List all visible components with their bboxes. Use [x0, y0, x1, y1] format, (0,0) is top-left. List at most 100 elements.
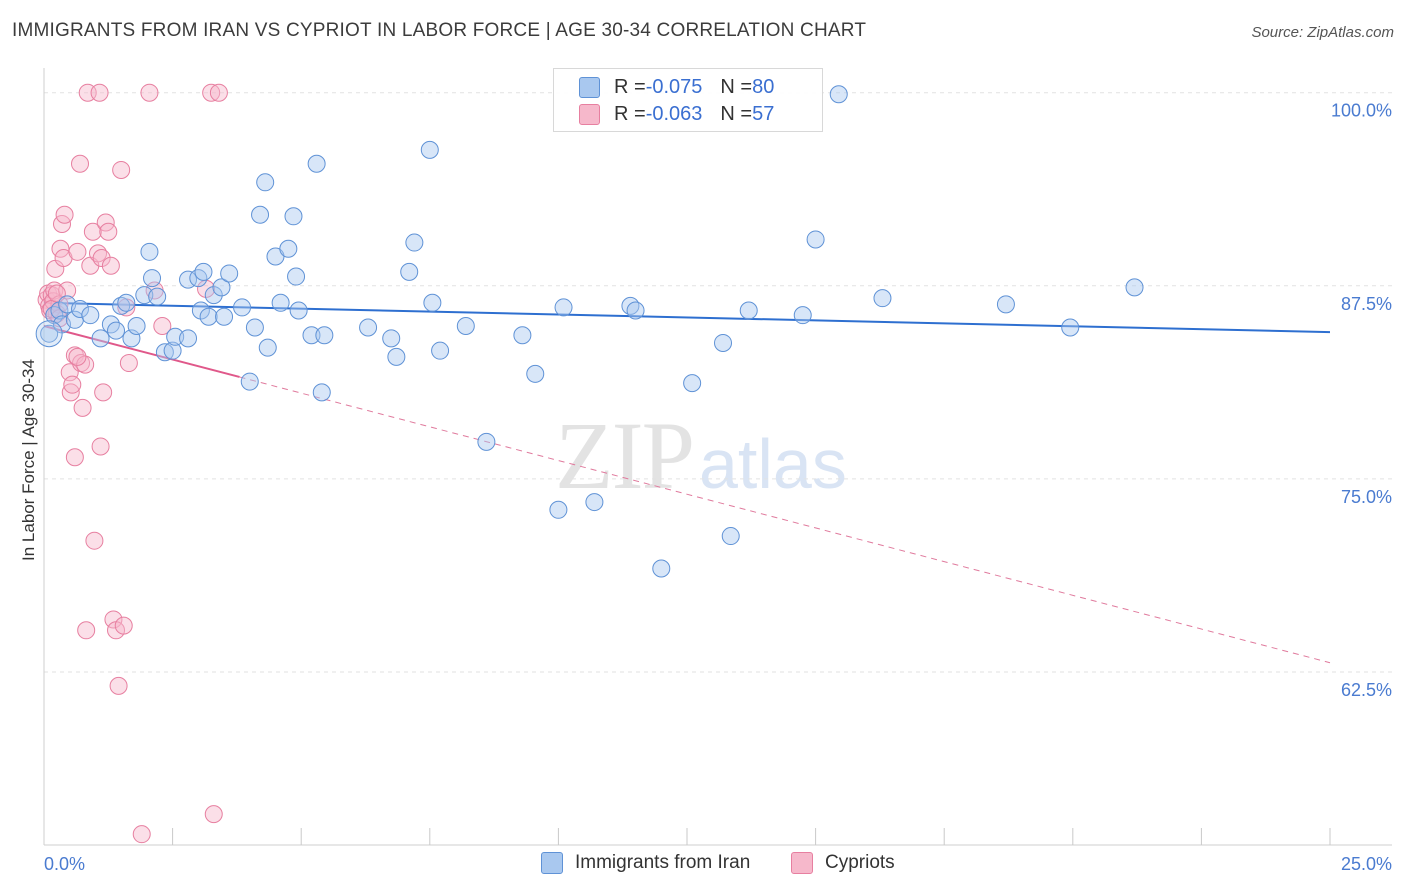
- point-iran: [513, 326, 532, 345]
- y-tick-label: 100.0%: [1331, 101, 1392, 121]
- axes: [43, 68, 1392, 846]
- point-cypriots: [71, 154, 90, 173]
- point-iran: [626, 301, 645, 320]
- point-iran: [251, 205, 270, 224]
- point-iran: [233, 298, 252, 317]
- point-cypriots: [94, 383, 113, 402]
- point-iran: [1061, 318, 1080, 337]
- trend-line-iran: [43, 301, 1331, 334]
- point-cypriots: [61, 383, 80, 402]
- point-cypriots: [99, 222, 118, 241]
- point-iran: [212, 278, 231, 297]
- watermark: ZIPatlas: [555, 400, 847, 511]
- series-label-iran: Immigrants from Iran: [575, 852, 751, 873]
- point-cypriots: [202, 83, 221, 102]
- x-tick-label: 25.0%: [1341, 854, 1392, 874]
- point-iran: [431, 341, 450, 360]
- point-iran: [163, 341, 182, 360]
- point-iran: [245, 318, 264, 337]
- point-iran: [71, 299, 90, 318]
- point-iran: [549, 500, 568, 519]
- point-iran: [143, 269, 162, 288]
- point-iran: [155, 343, 174, 362]
- legend-r-value: -0.063: [645, 102, 703, 125]
- point-iran: [289, 301, 308, 320]
- series-legend-cypriots[interactable]: Cypriots: [791, 852, 895, 874]
- point-iran: [739, 301, 758, 320]
- point-iran: [284, 207, 303, 226]
- legend-swatch-iran: [579, 76, 600, 98]
- point-iran: [683, 374, 702, 393]
- point-iran: [81, 306, 100, 325]
- point-iran: [302, 326, 321, 345]
- source-credit: Source: ZipAtlas.com: [1251, 24, 1394, 41]
- point-cypriots: [68, 347, 87, 366]
- point-iran: [127, 316, 146, 335]
- legend-r-label: R =: [614, 75, 646, 98]
- series-legend-iran[interactable]: Immigrants from Iran: [541, 852, 750, 874]
- point-cypriots: [92, 249, 111, 268]
- point-iran: [456, 316, 475, 335]
- point-iran: [315, 326, 334, 345]
- point-cypriots: [73, 398, 92, 417]
- point-iran-large: [35, 320, 63, 348]
- legend-r-label: R =: [614, 102, 646, 125]
- point-cypriots: [114, 616, 133, 635]
- point-iran: [140, 242, 159, 261]
- tick-labels: 100.0% 87.5% 75.0% 62.5% 0.0% 25.0%: [44, 101, 1392, 874]
- point-cypriots: [153, 316, 172, 335]
- correlation-legend: R = -0.075 N = 80 R = -0.063 N = 57: [553, 68, 823, 132]
- point-iran: [215, 307, 234, 326]
- point-cypriots: [132, 825, 151, 844]
- point-iran: [91, 329, 110, 348]
- point-iran: [220, 264, 239, 283]
- point-iran: [199, 307, 218, 326]
- y-tick-label: 75.0%: [1341, 487, 1392, 507]
- point-iran: [307, 154, 326, 173]
- point-iran: [271, 293, 290, 312]
- point-cypriots: [209, 83, 228, 102]
- point-cypriots: [68, 242, 87, 261]
- point-cypriots: [63, 375, 82, 394]
- point-cypriots: [58, 281, 77, 300]
- point-cypriots: [90, 83, 109, 102]
- point-cypriots: [77, 621, 96, 640]
- point-cypriots: [65, 448, 84, 467]
- watermark-atlas: atlas: [699, 425, 847, 503]
- series-swatch-iran: [541, 852, 563, 874]
- point-iran: [240, 372, 259, 391]
- point-iran: [829, 85, 848, 104]
- trend-line-cypriots-projection: [239, 376, 1331, 664]
- point-iran: [117, 293, 136, 312]
- point-iran: [1125, 278, 1144, 297]
- point-iran: [194, 262, 213, 281]
- series-swatch-cypriots: [791, 852, 813, 874]
- point-iran: [256, 173, 275, 192]
- point-iran: [107, 321, 126, 340]
- point-iran: [204, 286, 223, 305]
- point-iran: [714, 333, 733, 352]
- chart-title: IMMIGRANTS FROM IRAN VS CYPRIOT IN LABOR…: [12, 20, 867, 41]
- legend-n-value: 57: [752, 102, 775, 125]
- point-cypriots: [101, 256, 120, 275]
- point-iran: [40, 324, 59, 343]
- point-iran: [806, 230, 825, 249]
- point-cypriots: [119, 354, 138, 373]
- point-cypriots: [204, 805, 223, 824]
- point-cypriots: [140, 83, 159, 102]
- point-cypriots: [91, 437, 110, 456]
- point-iran: [405, 233, 424, 252]
- point-iran: [721, 527, 740, 546]
- point-iran: [400, 262, 419, 281]
- legend-r-value: -0.075: [645, 75, 703, 98]
- trend-lines: [43, 301, 1331, 664]
- point-iran: [279, 239, 298, 258]
- point-iran: [387, 347, 406, 366]
- point-iran: [996, 295, 1015, 314]
- point-iran: [652, 559, 671, 578]
- legend-row-iran: R = -0.075 N = 80: [579, 75, 774, 99]
- point-iran: [420, 140, 439, 159]
- point-cypriots: [109, 676, 128, 695]
- point-iran: [166, 327, 185, 346]
